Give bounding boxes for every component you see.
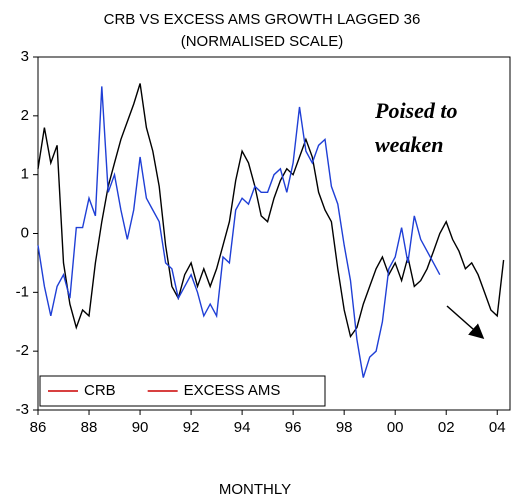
legend-box bbox=[39, 375, 326, 407]
y-tick-label: 2 bbox=[21, 107, 29, 124]
x-tick-label: 86 bbox=[30, 419, 47, 436]
x-tick-label: 92 bbox=[183, 419, 200, 436]
x-tick-label: 98 bbox=[336, 419, 353, 436]
chart-title: (NORMALISED SCALE) bbox=[181, 33, 344, 50]
x-tick-label: 02 bbox=[438, 419, 455, 436]
x-tick-label: 04 bbox=[489, 419, 506, 436]
x-tick-label: 96 bbox=[285, 419, 302, 436]
annotation: Poised to bbox=[374, 98, 458, 123]
y-tick-label: -1 bbox=[16, 283, 29, 300]
legend-label: EXCESS AMS bbox=[184, 382, 281, 399]
y-tick-label: -2 bbox=[16, 342, 29, 359]
legend-label: CRB bbox=[84, 382, 116, 399]
annotation: weaken bbox=[375, 132, 443, 157]
annotation-arrow bbox=[446, 305, 485, 339]
x-tick-label: 00 bbox=[387, 419, 404, 436]
y-tick-label: -3 bbox=[16, 401, 29, 418]
x-tick-label: 88 bbox=[81, 419, 98, 436]
x-axis-label: MONTHLY bbox=[219, 481, 291, 498]
x-tick-label: 94 bbox=[234, 419, 251, 436]
y-tick-label: 1 bbox=[21, 166, 29, 183]
y-tick-label: 3 bbox=[21, 48, 29, 65]
y-tick-label: 0 bbox=[21, 224, 29, 241]
x-tick-label: 90 bbox=[132, 419, 149, 436]
chart-title: CRB VS EXCESS AMS GROWTH LAGGED 36 bbox=[104, 11, 421, 28]
data-line bbox=[37, 83, 505, 339]
data-line bbox=[37, 86, 441, 378]
